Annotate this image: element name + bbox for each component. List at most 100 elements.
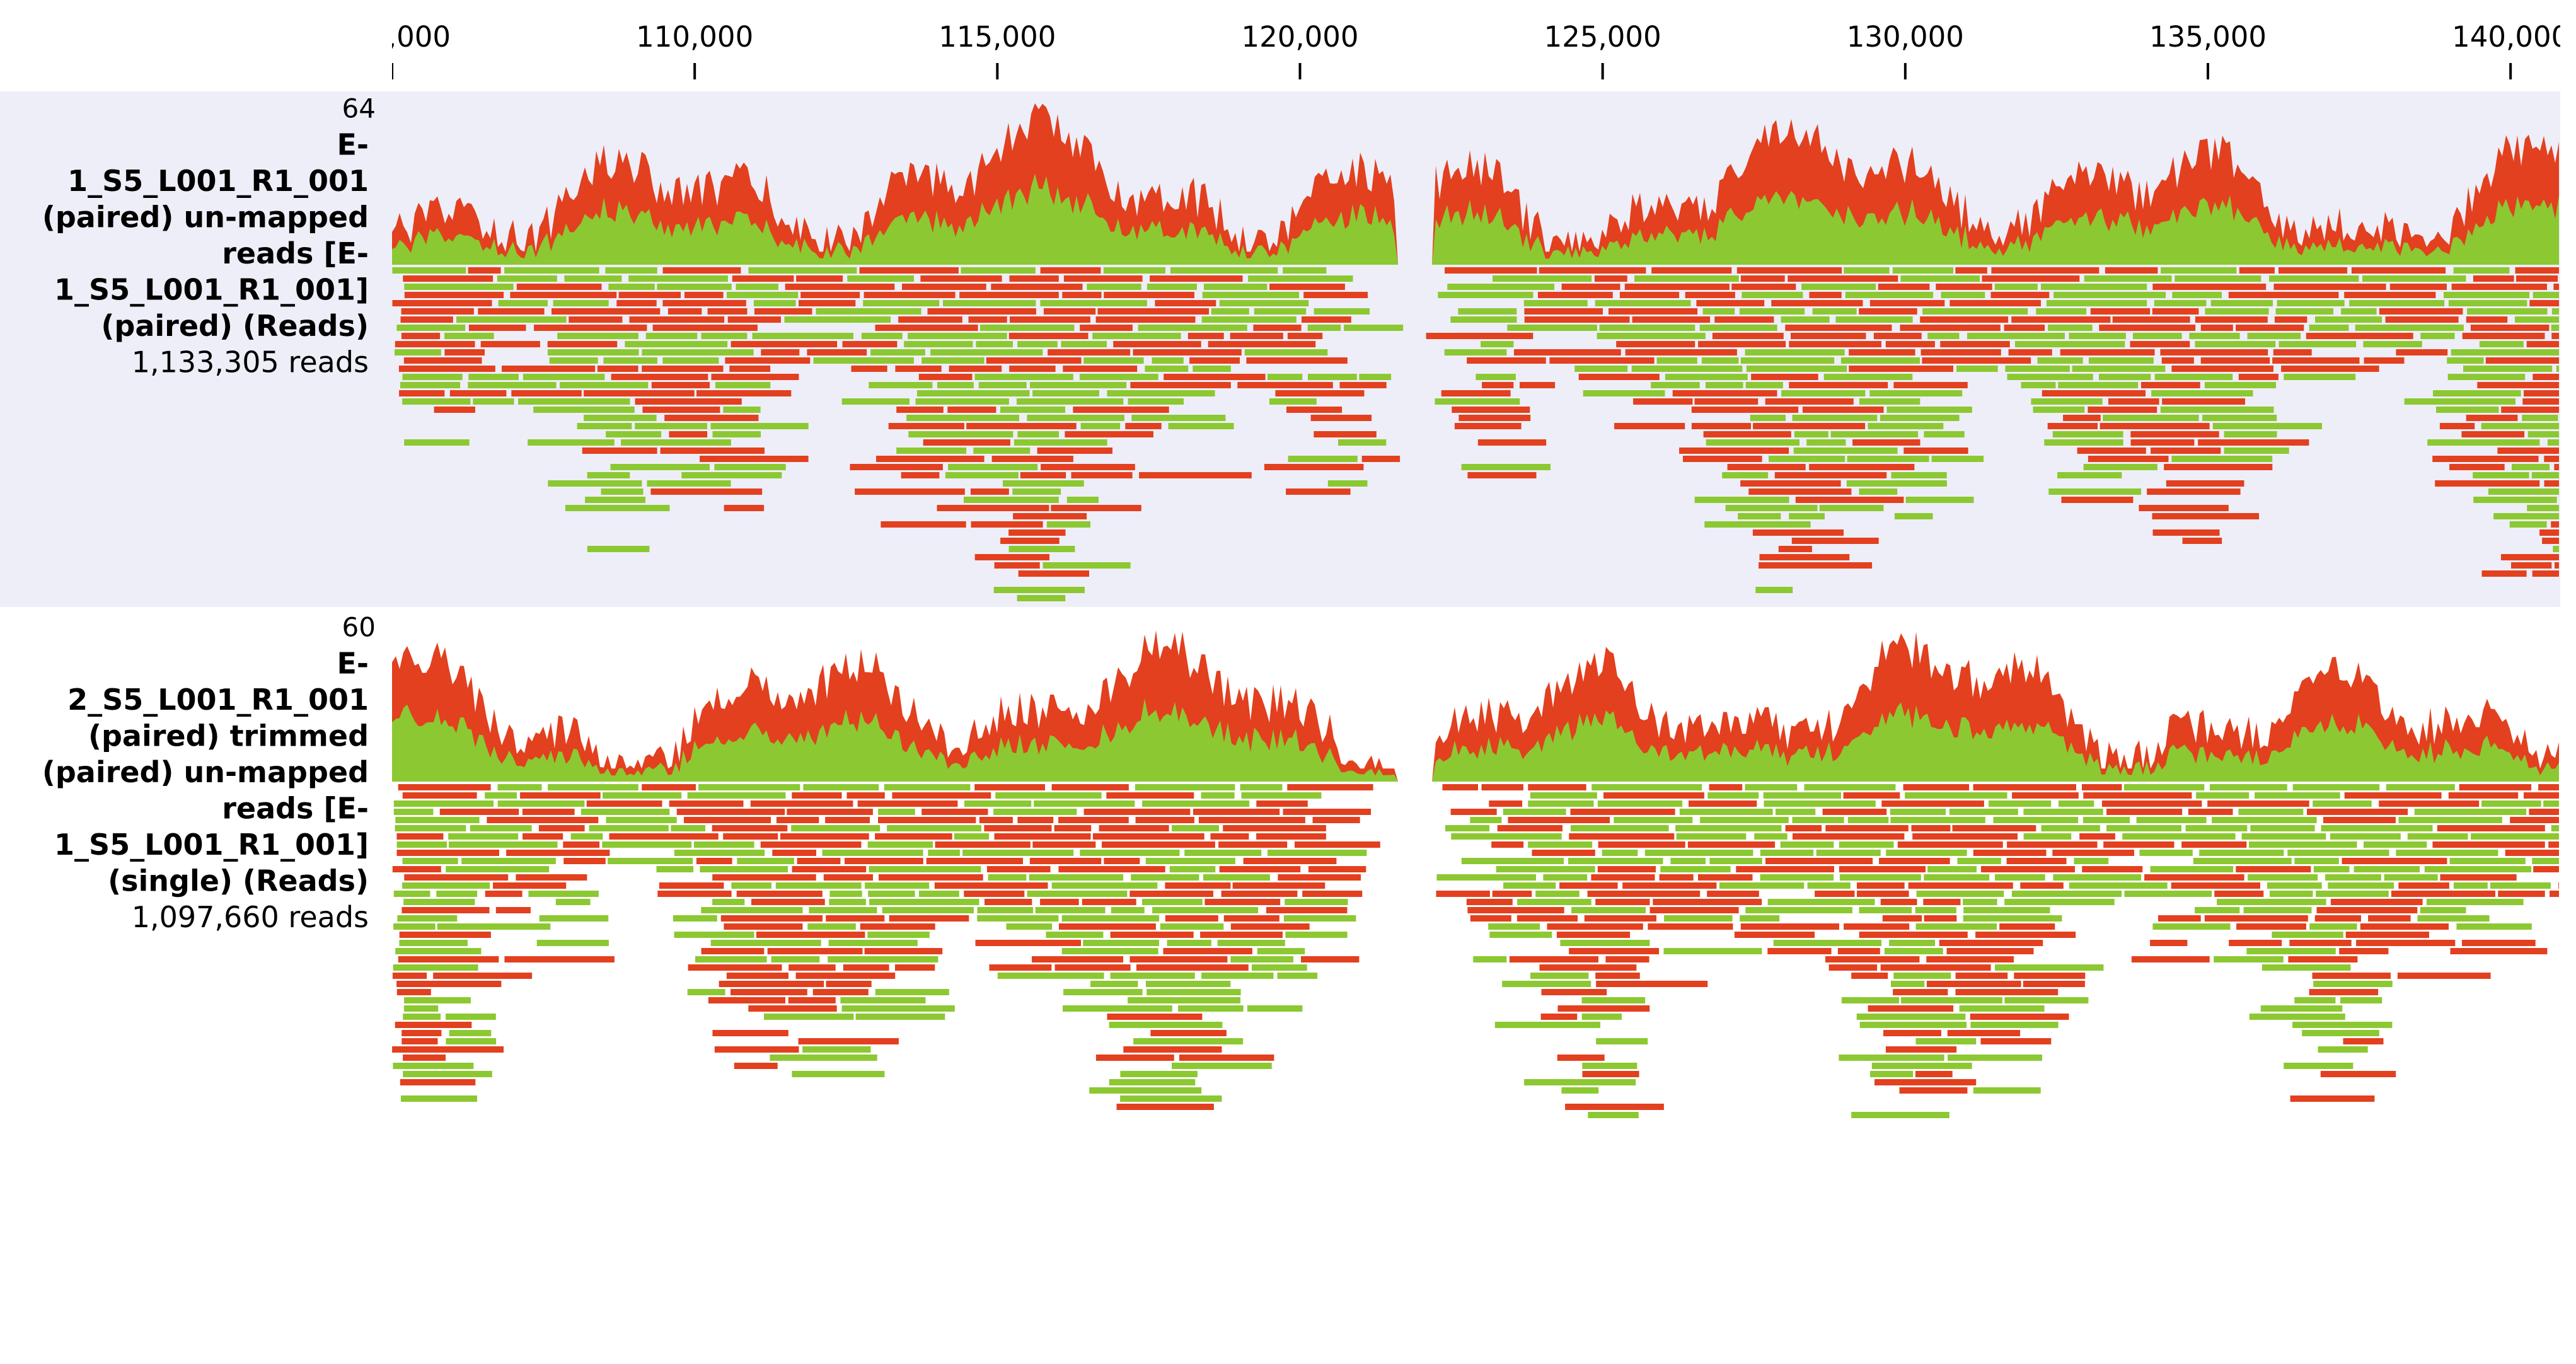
read <box>1139 472 1252 478</box>
read <box>826 981 872 987</box>
read <box>1201 316 1297 323</box>
read <box>2059 800 2094 807</box>
read <box>606 431 662 437</box>
read <box>1441 390 1511 396</box>
read <box>2204 382 2276 388</box>
read <box>2556 366 2559 372</box>
read <box>1128 398 1184 405</box>
read <box>2154 300 2207 306</box>
read <box>401 333 441 339</box>
read <box>1087 284 1141 290</box>
read <box>1059 923 1156 930</box>
ruler-label: 130,000 <box>1847 20 1964 54</box>
read <box>468 382 557 388</box>
read <box>1035 907 1106 913</box>
read <box>1785 325 1892 331</box>
read <box>402 792 477 799</box>
read <box>2217 899 2326 905</box>
read <box>1859 308 1917 315</box>
read <box>2014 341 2125 347</box>
read <box>2052 431 2123 437</box>
read <box>919 891 959 897</box>
read <box>1843 792 1900 799</box>
read <box>1267 374 1303 380</box>
read <box>1000 538 1060 544</box>
track-max: 60 <box>342 612 376 643</box>
read <box>2171 366 2273 372</box>
track-title-line: (paired) un-mapped <box>42 200 369 234</box>
read <box>2011 891 2122 897</box>
read <box>667 308 702 315</box>
read <box>2379 308 2463 315</box>
read <box>2550 891 2559 897</box>
read <box>1891 981 1925 987</box>
read <box>656 866 694 872</box>
read <box>937 382 974 388</box>
read <box>1816 850 1881 856</box>
read <box>1922 308 2028 315</box>
read <box>461 858 556 864</box>
read <box>1061 915 1160 922</box>
read <box>570 833 603 840</box>
read <box>1338 439 1387 446</box>
read <box>2532 858 2559 864</box>
read <box>1128 997 1240 1003</box>
read <box>2448 792 2519 799</box>
read <box>926 858 1023 864</box>
read <box>1741 292 1803 298</box>
read <box>687 792 786 799</box>
read <box>712 874 816 881</box>
read <box>1208 341 1316 347</box>
read <box>1939 940 2043 946</box>
read <box>396 833 444 840</box>
read <box>2516 275 2558 282</box>
read <box>2199 850 2284 856</box>
read <box>1785 825 1822 831</box>
read <box>1461 858 1564 864</box>
read <box>1946 948 2034 954</box>
read <box>869 382 933 388</box>
read <box>1223 915 1279 922</box>
read <box>723 833 778 840</box>
read <box>2309 325 2349 331</box>
read <box>2103 841 2175 848</box>
read <box>2533 866 2559 872</box>
read <box>1125 423 1162 429</box>
read <box>2490 882 2551 889</box>
read <box>606 817 677 823</box>
read <box>2343 1038 2384 1044</box>
read <box>1825 825 1909 831</box>
read <box>403 1014 441 1020</box>
read <box>974 374 1073 380</box>
read <box>2398 817 2502 823</box>
read <box>446 1014 496 1020</box>
read <box>700 866 788 872</box>
read <box>1656 357 1697 364</box>
read <box>2052 850 2134 856</box>
read <box>829 899 866 905</box>
read <box>1700 817 1789 823</box>
read <box>1165 882 1231 889</box>
read <box>1780 841 1834 848</box>
read <box>1041 464 1135 470</box>
read <box>2212 423 2322 429</box>
read <box>1314 431 1377 437</box>
read <box>1815 891 1855 897</box>
read <box>867 932 930 938</box>
read <box>2307 809 2408 815</box>
read <box>710 940 821 946</box>
read <box>1557 1055 1605 1061</box>
read <box>1603 792 1704 799</box>
read <box>2522 398 2559 405</box>
read <box>754 308 812 315</box>
read <box>1218 841 1288 848</box>
read <box>989 964 1052 971</box>
read <box>1792 817 1844 823</box>
read <box>1765 398 1854 405</box>
read <box>2161 267 2237 274</box>
read <box>518 398 630 405</box>
read <box>2385 316 2459 323</box>
read <box>1445 267 1537 274</box>
read <box>701 907 803 913</box>
read <box>2531 472 2559 478</box>
